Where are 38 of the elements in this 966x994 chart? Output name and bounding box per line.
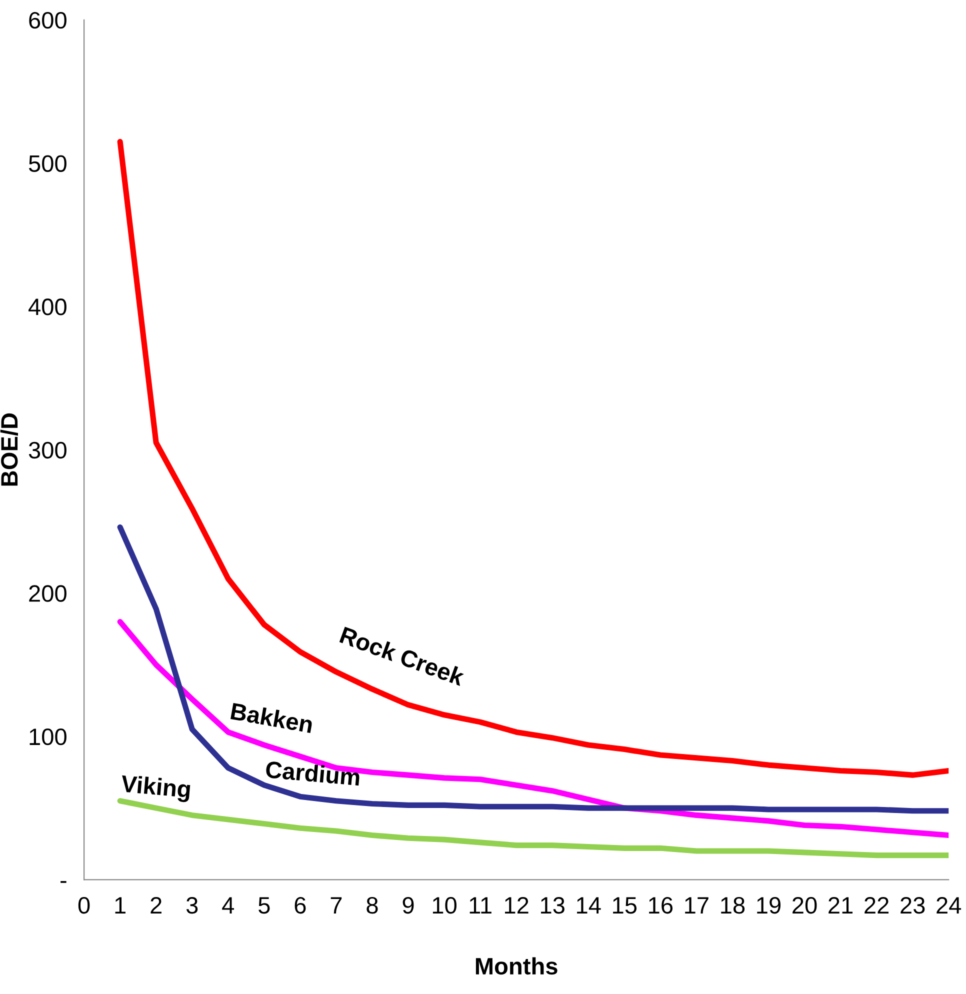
x-axis-title: Months [476,957,558,975]
x-tick-label: 10 [432,896,456,914]
x-tick-label: 19 [757,896,781,914]
y-tick-label: 200 [29,585,66,602]
y-tick-label: 600 [29,12,66,29]
x-tick-label: 21 [828,896,853,914]
x-tick-label: 12 [504,896,528,914]
y-tick-label: - [60,881,66,883]
series-label: Viking [120,774,191,803]
x-tick-label: 4 [222,897,234,914]
x-tick-label: 11 [470,897,492,914]
x-tick-label: 23 [900,896,925,914]
text: Bakken [230,702,314,734]
x-tick-label: 20 [792,896,817,914]
x-tick-label: 6 [294,896,306,914]
x-tick-label: 16 [649,896,673,914]
x-tick-label: 18 [721,896,745,914]
x-tick-label: 2 [150,896,162,914]
x-tick-label: 9 [402,896,414,914]
y-tick-label: 100 [30,728,66,746]
x-tick-label: 24 [936,896,962,914]
x-tick-label: 7 [330,897,342,914]
x-tick-label: 15 [613,897,637,914]
x-tick-label: 0 [78,896,90,914]
series-label: Cardium [266,760,360,786]
x-tick-label: 22 [864,896,889,914]
y-tick-label: 300 [28,442,66,459]
y-tick-label: 400 [28,298,66,316]
x-tick-label: 14 [577,897,601,914]
x-tick-label: 5 [258,897,270,914]
y-tick-label: 500 [28,155,66,172]
x-tick-label: 3 [186,896,198,914]
x-tick-label: 1 [115,897,126,914]
x-tick-label: 8 [366,896,378,914]
x-tick-label: 17 [685,897,708,914]
x-tick-label: 13 [541,896,564,914]
y-axis-title: BOE/D [0,413,18,486]
text: Rock Creek [339,626,466,686]
